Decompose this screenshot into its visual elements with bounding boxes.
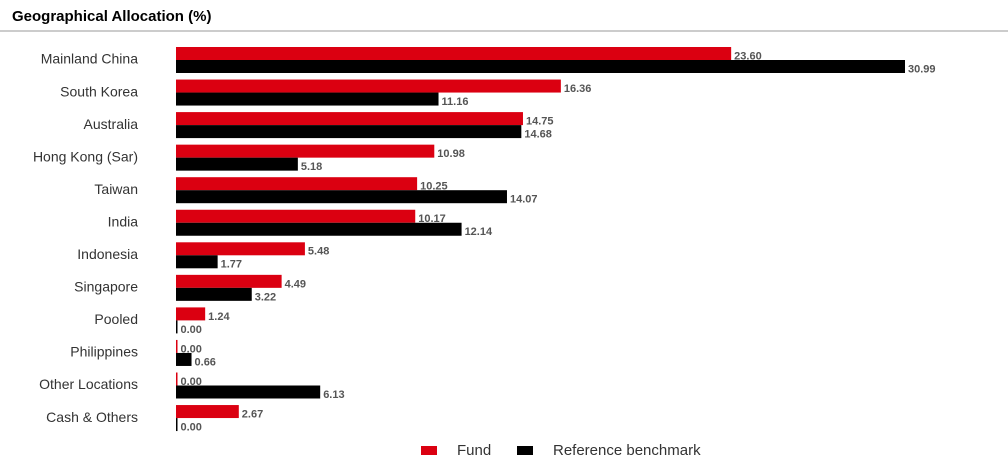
legend-swatch bbox=[517, 446, 533, 455]
bar bbox=[176, 60, 905, 73]
category-label: Philippines bbox=[70, 344, 138, 360]
value-label: 2.67 bbox=[242, 408, 263, 420]
bar bbox=[176, 92, 439, 106]
value-label: 14.75 bbox=[526, 116, 554, 128]
value-label: 1.24 bbox=[208, 311, 230, 323]
value-label: 0.00 bbox=[181, 324, 202, 336]
value-label: 5.48 bbox=[308, 246, 329, 258]
value-label: 0.66 bbox=[195, 356, 216, 368]
bar bbox=[176, 372, 178, 386]
bar bbox=[176, 339, 178, 353]
bar bbox=[176, 385, 321, 399]
legend-label: Fund bbox=[457, 442, 491, 459]
bar bbox=[176, 177, 418, 191]
bar bbox=[176, 144, 435, 158]
bar bbox=[176, 79, 561, 93]
bar bbox=[176, 157, 298, 171]
bar bbox=[176, 222, 462, 236]
category-label: Pooled bbox=[94, 311, 138, 327]
bar bbox=[176, 287, 252, 301]
value-label: 0.00 bbox=[181, 343, 202, 355]
legend-label: Reference benchmark bbox=[553, 442, 701, 459]
bar bbox=[176, 274, 282, 288]
category-label: South Korea bbox=[60, 83, 138, 99]
value-label: 10.17 bbox=[418, 213, 446, 225]
bar bbox=[176, 405, 239, 419]
chart-title: Geographical Allocation (%) bbox=[12, 8, 211, 25]
category-label: Singapore bbox=[74, 279, 138, 295]
bar bbox=[176, 242, 305, 256]
value-label: 3.22 bbox=[255, 291, 276, 303]
legend-swatch bbox=[421, 446, 437, 455]
category-label: Indonesia bbox=[77, 246, 138, 262]
category-label: Mainland China bbox=[41, 51, 138, 67]
category-label: Cash & Others bbox=[46, 409, 138, 425]
bar bbox=[176, 209, 416, 223]
value-label: 11.16 bbox=[442, 96, 469, 108]
bar bbox=[176, 112, 523, 126]
value-label: 14.07 bbox=[510, 194, 538, 206]
value-label: 0.00 bbox=[181, 421, 202, 433]
value-label: 12.14 bbox=[465, 226, 493, 238]
value-label: 14.68 bbox=[524, 129, 552, 141]
category-label: Taiwan bbox=[94, 181, 138, 197]
bar bbox=[176, 352, 192, 366]
category-label: Other Locations bbox=[39, 376, 138, 392]
value-label: 1.77 bbox=[221, 259, 242, 271]
value-label: 10.98 bbox=[437, 148, 465, 160]
bar bbox=[176, 255, 218, 269]
value-label: 0.00 bbox=[181, 376, 202, 388]
value-label: 5.18 bbox=[301, 161, 322, 173]
value-label: 23.60 bbox=[734, 50, 762, 62]
category-label: Australia bbox=[84, 116, 139, 132]
bar bbox=[176, 307, 206, 321]
value-label: 30.99 bbox=[908, 63, 936, 75]
category-label: India bbox=[108, 213, 139, 229]
bar bbox=[176, 190, 507, 204]
value-label: 10.25 bbox=[420, 181, 448, 193]
bar bbox=[176, 125, 522, 139]
value-label: 6.13 bbox=[323, 389, 344, 401]
value-label: 16.36 bbox=[564, 83, 592, 95]
bar bbox=[176, 320, 178, 334]
value-label: 4.49 bbox=[285, 278, 306, 290]
category-label: Hong Kong (Sar) bbox=[33, 148, 138, 164]
bar bbox=[176, 47, 732, 60]
bar bbox=[176, 418, 178, 432]
